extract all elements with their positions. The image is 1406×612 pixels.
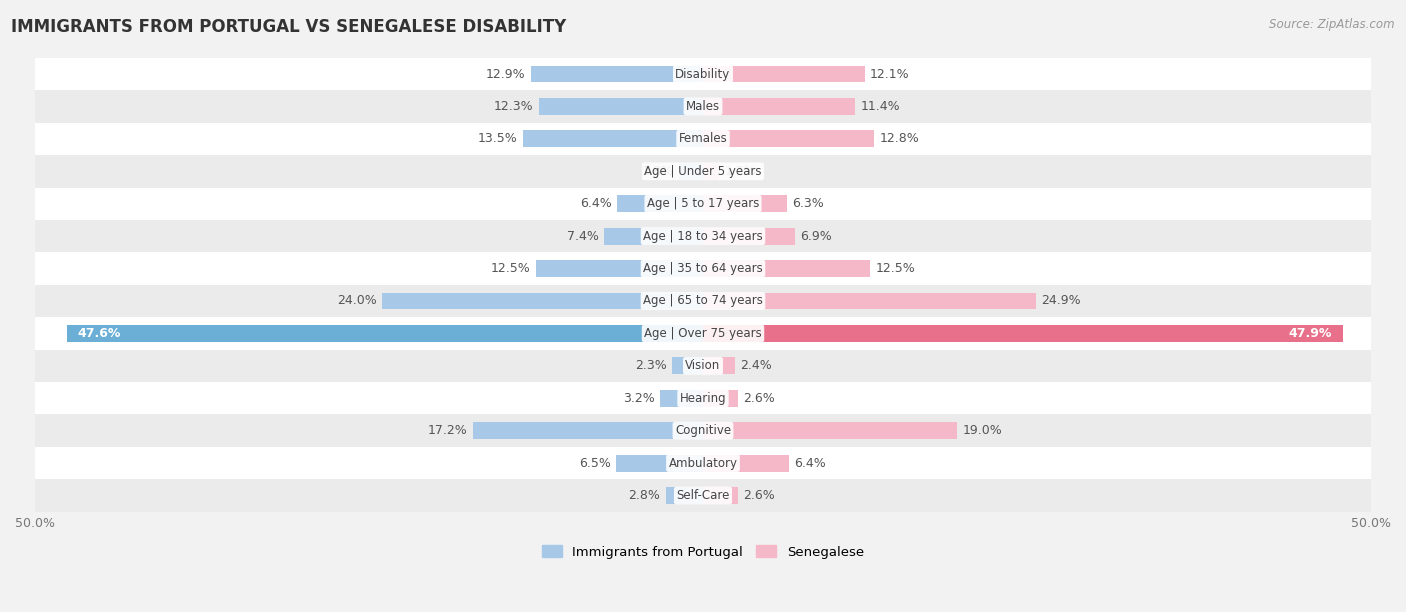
Bar [35,187,1371,220]
Bar [35,285,1371,317]
Bar [35,382,1371,414]
Bar [703,130,875,147]
Bar [672,357,703,375]
Bar [536,260,703,277]
Text: 6.9%: 6.9% [800,230,832,242]
Text: Age | Under 5 years: Age | Under 5 years [644,165,762,178]
Bar [703,293,1036,310]
Text: 2.6%: 2.6% [744,489,775,502]
Bar [703,422,957,439]
Bar [530,65,703,83]
Bar [35,90,1371,122]
Bar [703,260,870,277]
Text: Females: Females [679,132,727,146]
Bar [703,325,1343,342]
Bar [703,357,735,375]
Bar [665,487,703,504]
Text: IMMIGRANTS FROM PORTUGAL VS SENEGALESE DISABILITY: IMMIGRANTS FROM PORTUGAL VS SENEGALESE D… [11,18,567,36]
Bar [35,414,1371,447]
Text: 7.4%: 7.4% [567,230,599,242]
Bar [35,122,1371,155]
Text: Age | 65 to 74 years: Age | 65 to 74 years [643,294,763,307]
Text: 1.8%: 1.8% [641,165,673,178]
Text: Males: Males [686,100,720,113]
Text: 12.3%: 12.3% [494,100,533,113]
Bar [703,195,787,212]
Text: 2.6%: 2.6% [744,392,775,405]
Text: 12.1%: 12.1% [870,67,910,81]
Text: Age | 18 to 34 years: Age | 18 to 34 years [643,230,763,242]
Bar [703,390,738,407]
Bar [605,228,703,245]
Bar [35,317,1371,349]
Text: 1.2%: 1.2% [724,165,756,178]
Text: 6.4%: 6.4% [794,457,825,469]
Bar [523,130,703,147]
Legend: Immigrants from Portugal, Senegalese: Immigrants from Portugal, Senegalese [537,540,869,564]
Text: 6.5%: 6.5% [579,457,610,469]
Bar [703,98,855,115]
Bar [703,487,738,504]
Text: 2.4%: 2.4% [741,359,772,372]
Bar [35,349,1371,382]
Text: Age | 5 to 17 years: Age | 5 to 17 years [647,197,759,211]
Text: Age | 35 to 64 years: Age | 35 to 64 years [643,262,763,275]
Text: 13.5%: 13.5% [478,132,517,146]
Text: 24.0%: 24.0% [337,294,377,307]
Bar [703,65,865,83]
Bar [474,422,703,439]
Text: Vision: Vision [685,359,721,372]
Bar [703,228,796,245]
Text: 17.2%: 17.2% [427,424,468,437]
Text: 6.4%: 6.4% [581,197,612,211]
Bar [35,155,1371,187]
Bar [538,98,703,115]
Bar [35,479,1371,512]
Text: 12.9%: 12.9% [485,67,526,81]
Text: Ambulatory: Ambulatory [668,457,738,469]
Text: 24.9%: 24.9% [1040,294,1081,307]
Bar [382,293,703,310]
Bar [67,325,703,342]
Text: 47.6%: 47.6% [77,327,121,340]
Bar [35,447,1371,479]
Text: Disability: Disability [675,67,731,81]
Bar [703,163,718,180]
Text: Age | Over 75 years: Age | Over 75 years [644,327,762,340]
Text: 2.8%: 2.8% [628,489,661,502]
Text: 3.2%: 3.2% [623,392,655,405]
Text: 12.5%: 12.5% [876,262,915,275]
Text: 19.0%: 19.0% [962,424,1002,437]
Text: 2.3%: 2.3% [636,359,666,372]
Bar [616,455,703,471]
Bar [617,195,703,212]
Bar [661,390,703,407]
Text: Hearing: Hearing [679,392,727,405]
Bar [35,220,1371,252]
Bar [35,58,1371,90]
Bar [35,252,1371,285]
Text: 47.9%: 47.9% [1289,327,1333,340]
Text: 12.8%: 12.8% [879,132,920,146]
Text: 12.5%: 12.5% [491,262,530,275]
Text: Self-Care: Self-Care [676,489,730,502]
Text: Cognitive: Cognitive [675,424,731,437]
Bar [679,163,703,180]
Text: 6.3%: 6.3% [793,197,824,211]
Text: 11.4%: 11.4% [860,100,900,113]
Text: Source: ZipAtlas.com: Source: ZipAtlas.com [1270,18,1395,31]
Bar [703,455,789,471]
